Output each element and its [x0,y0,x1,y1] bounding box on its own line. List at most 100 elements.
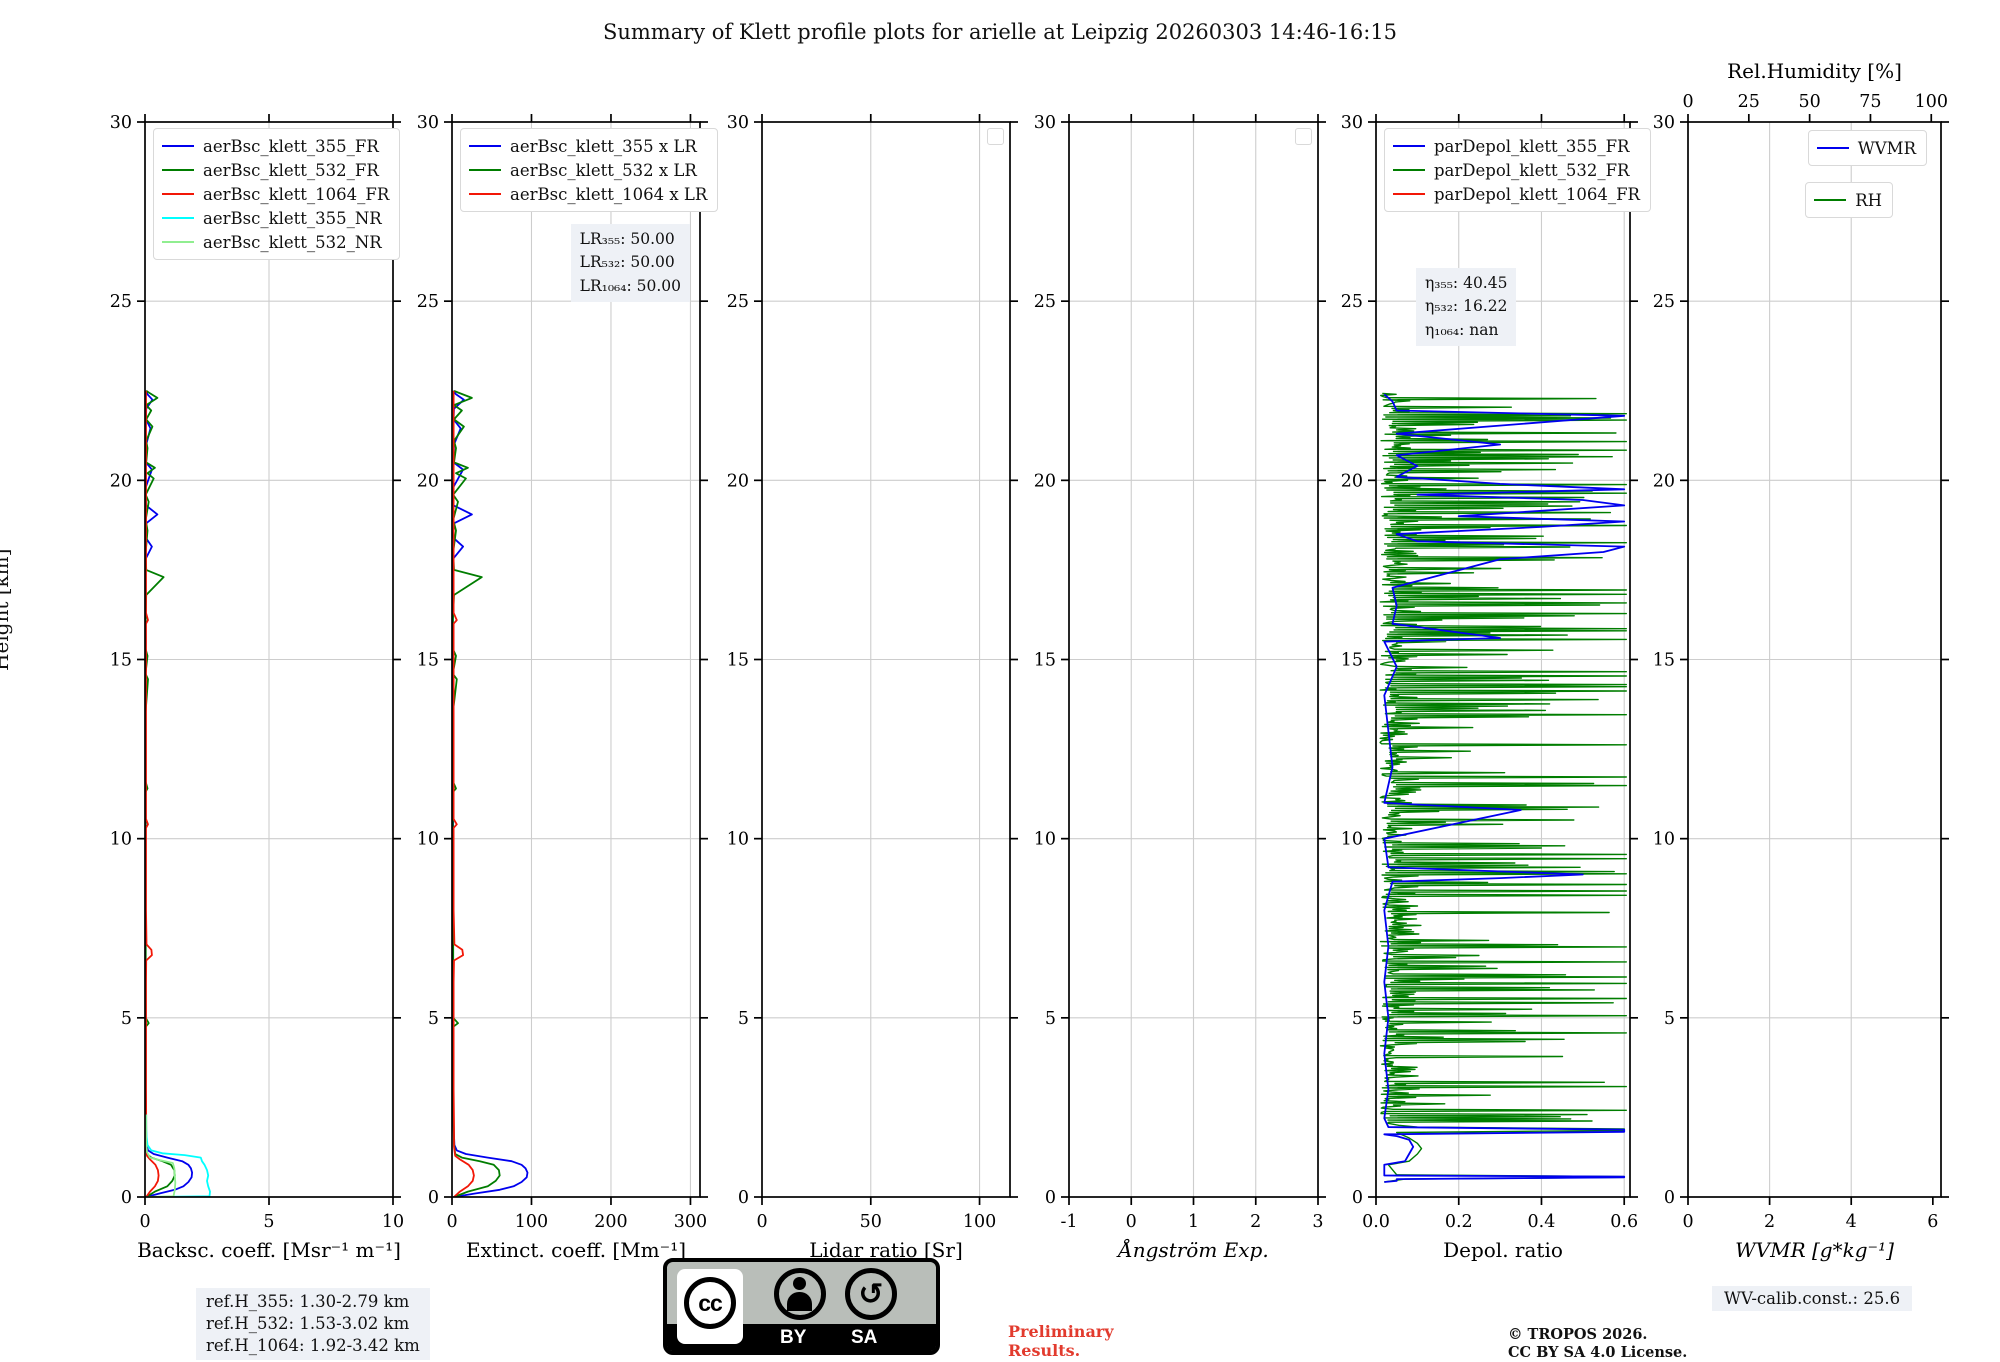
svg-text:5: 5 [263,1212,274,1232]
legend-label: aerBsc_klett_1064 x LR [510,184,708,204]
legend-label: aerBsc_klett_532_FR [203,160,379,180]
svg-text:2: 2 [1764,1212,1775,1232]
plot-wvmr: 0 2 4 6 0 25 50 75 100 Rel.Humidity [%] 0 5 10 15 20 25… [1653,59,1949,1262]
svg-text:25: 25 [1341,292,1363,312]
wv-calibration-constant: WV-calib.const.: 25.6 [1712,1286,1913,1311]
svg-text:0: 0 [1352,1188,1363,1208]
series-aerBsc_klett_532_FR [145,390,176,1197]
series-aerBsc_klett_532 x LR [452,389,501,1197]
svg-text:30: 30 [727,113,749,133]
panel-depol: 0.0 0.2 0.4 0.6 0 5 10 15 20 25 30 Depol. ratio parD… [1341,113,1651,1262]
cc-sa-label: SA [851,1327,878,1348]
svg-text:100: 100 [515,1212,548,1232]
svg-text:5: 5 [1664,1009,1675,1029]
svg-text:5: 5 [1045,1009,1056,1029]
ref-h-532: ref.H_532: 1.53-3.02 km [206,1313,410,1333]
svg-text:0.4: 0.4 [1528,1212,1556,1232]
series-parDepol_klett_532_FR [1379,392,1628,1183]
series-aerBsc_klett_532_NR [145,1114,177,1197]
top-axis-label-wvmr: Rel.Humidity [%] [1727,59,1902,83]
legend-label: aerBsc_klett_532_NR [203,232,382,252]
legend-line-icon [162,241,194,243]
svg-text:0: 0 [1682,1212,1693,1232]
series-aerBsc_klett_355_NR [145,1114,211,1197]
legend-label: parDepol_klett_532_FR [1434,160,1630,180]
share-alike-icon: ↺ [845,1268,897,1320]
x-axis-label-angstroem: Ångström Exp. [1116,1237,1268,1262]
svg-text:0.6: 0.6 [1610,1212,1638,1232]
svg-text:5: 5 [428,1009,439,1029]
svg-text:25: 25 [727,292,749,312]
panel-backscatter: 0 5 10 0 5 10 15 20 25 30 Backsc. coeff. [Msr⁻¹ m⁻… [110,113,404,1262]
legend-line-icon [469,145,501,147]
svg-text:0: 0 [738,1188,749,1208]
svg-text:0.0: 0.0 [1362,1212,1390,1232]
plot-backscatter: 0 5 10 0 5 10 15 20 25 30 Backsc. coeff. [Msr⁻¹ m⁻… [110,113,404,1262]
svg-text:20: 20 [1341,471,1363,491]
svg-text:300: 300 [674,1212,707,1232]
svg-text:0: 0 [1682,92,1693,112]
svg-text:25: 25 [1034,292,1056,312]
series-aerBsc_klett_355_FR [145,390,193,1197]
annotation-depol: η₃₅₅: 40.45 η₅₃₂: 16.22 η₁₀₆₄: nan [1416,268,1517,346]
svg-text:15: 15 [1341,651,1363,671]
panel-wvmr: 0 2 4 6 0 25 50 75 100 Rel.Humidity [%] 0 5 10 15 20 25… [1653,59,1949,1262]
svg-text:0: 0 [446,1212,457,1232]
copyright-note: © TROPOS 2026. CC BY SA 4.0 License. [1508,1326,1688,1362]
cc-by-sa-badge: cc ↺ BY SA [663,1258,940,1355]
svg-text:15: 15 [1034,651,1056,671]
x-axis-label-depol: Depol. ratio [1443,1238,1563,1262]
svg-text:15: 15 [727,651,749,671]
svg-text:100: 100 [963,1212,996,1232]
svg-text:20: 20 [1034,471,1056,491]
svg-text:20: 20 [417,471,439,491]
svg-text:0.2: 0.2 [1445,1212,1473,1232]
svg-text:1: 1 [1188,1212,1199,1232]
svg-text:25: 25 [417,292,439,312]
svg-text:5: 5 [121,1009,132,1029]
svg-text:10: 10 [1341,830,1363,850]
plot-extinction: 0 100 200 300 0 5 10 15 20 25 30 Extinct. coeff. [M… [417,113,708,1262]
panel-lidar-ratio: 0 50 100 0 5 10 15 20 25 30 Lidar ratio [Sr] [727,113,1018,1262]
svg-text:0: 0 [428,1188,439,1208]
svg-text:25: 25 [110,292,132,312]
legend-line-icon [1814,199,1847,201]
legend-empty-lidar-ratio [987,128,1004,145]
legend-label: aerBsc_klett_532 x LR [510,160,697,180]
panel-extinction: 0 100 200 300 0 5 10 15 20 25 30 Extinct. coeff. [M… [417,113,719,1262]
legend-line-icon [1816,147,1849,149]
svg-text:10: 10 [382,1212,404,1232]
svg-text:5: 5 [738,1009,749,1029]
legend-line-icon [1393,193,1425,195]
svg-text:10: 10 [727,830,749,850]
ref-h-1064: ref.H_1064: 1.92-3.42 km [206,1335,420,1355]
x-axis-label-extinction: Extinct. coeff. [Mm⁻¹] [466,1238,686,1262]
ref-h-355: ref.H_355: 1.30-2.79 km [206,1292,410,1311]
x-axis-label-wvmr: WVMR [g*kg⁻¹] [1735,1238,1894,1262]
legend-line-icon [162,217,194,219]
legend-line-icon [162,193,194,195]
svg-text:25: 25 [1738,92,1760,112]
figure-title: Summary of Klett profile plots for ariel… [602,20,1398,44]
svg-text:15: 15 [1653,651,1675,671]
legend-label: aerBsc_klett_1064_FR [203,184,390,204]
legend-wvmr: WVMR [1807,130,1927,166]
legend-line-icon [162,169,194,171]
annotation-extinction: LR₃₅₅: 50.00 LR₅₃₂: 50.00 LR₁₀₆₄: 50.00 [570,224,690,302]
series-parDepol_klett_355_FR [1383,393,1626,1183]
x-axis-label-backscatter: Backsc. coeff. [Msr⁻¹ m⁻¹] [137,1238,401,1262]
legend-label: aerBsc_klett_355 x LR [510,136,697,156]
legend-label: parDepol_klett_355_FR [1434,136,1630,156]
svg-text:20: 20 [110,471,132,491]
svg-text:5: 5 [1352,1009,1363,1029]
svg-text:30: 30 [417,113,439,133]
legend-line-icon [469,169,501,171]
svg-text:3: 3 [1312,1212,1323,1232]
svg-text:75: 75 [1859,92,1881,112]
reference-height-box: ref.H_355: 1.30-2.79 km ref.H_532: 1.53-… [196,1288,430,1360]
svg-text:30: 30 [1653,113,1675,133]
svg-text:100: 100 [1915,92,1948,112]
